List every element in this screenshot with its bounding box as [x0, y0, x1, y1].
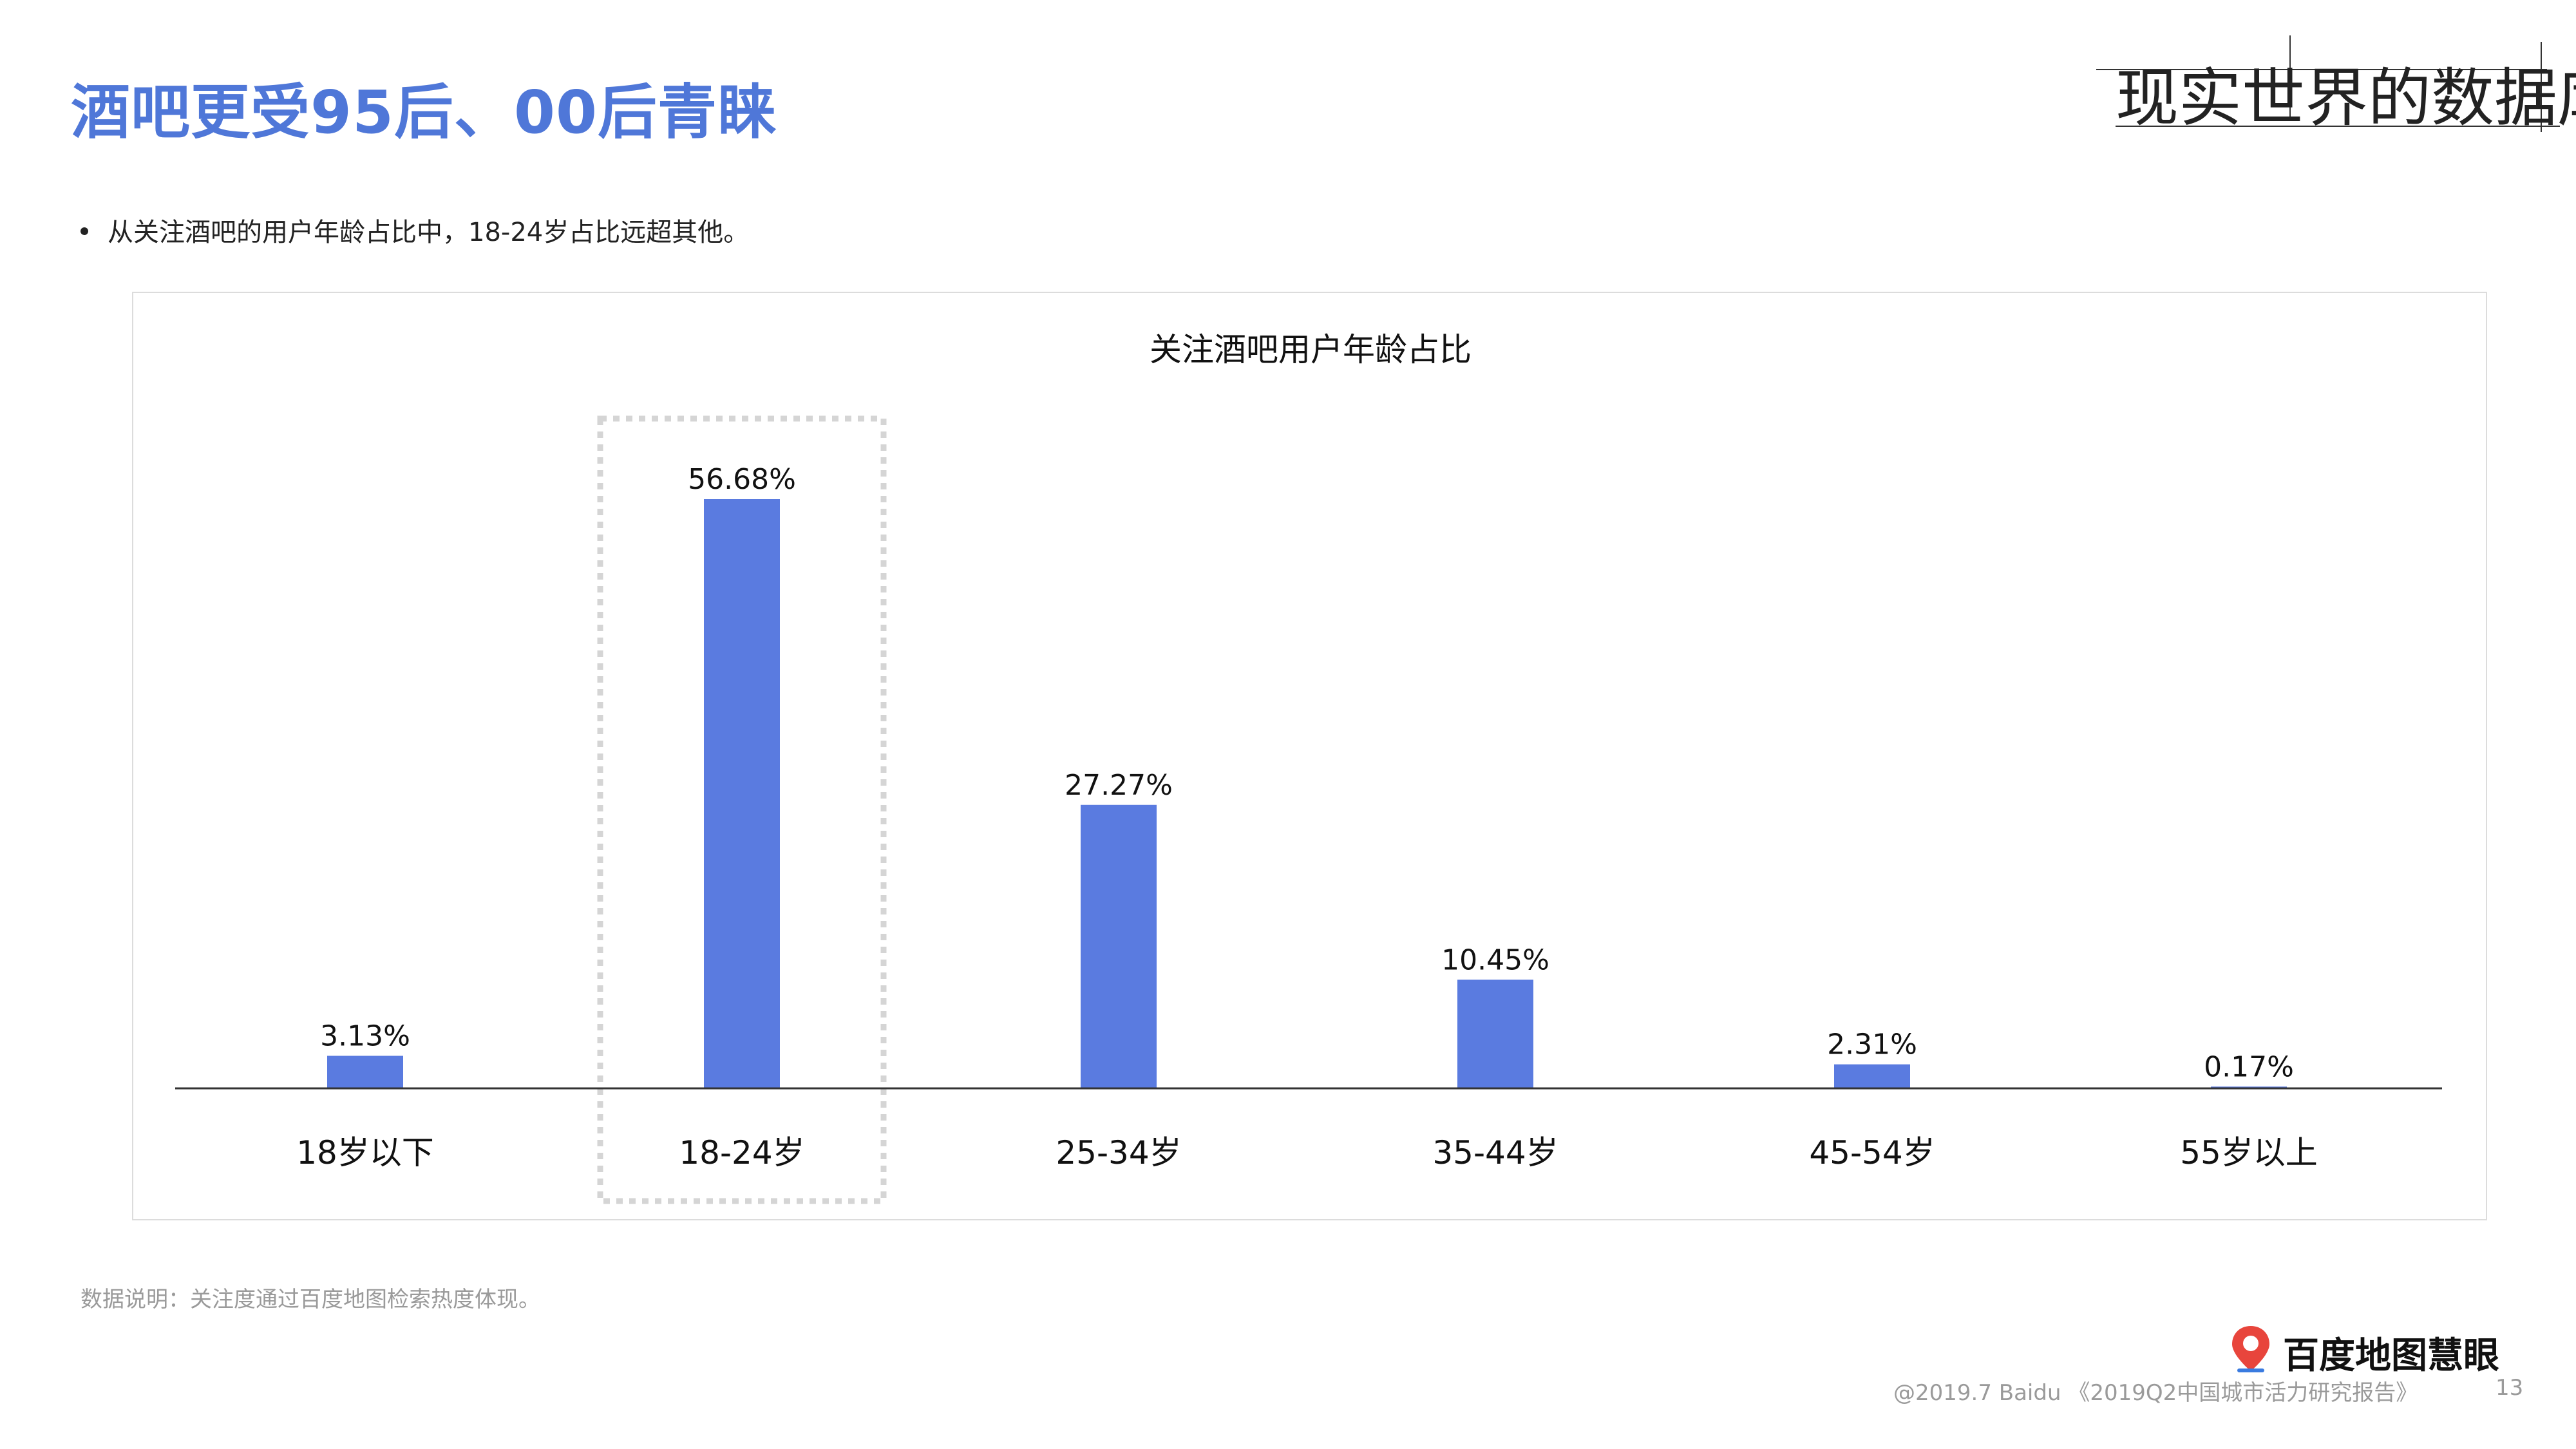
- page-number: 13: [2496, 1375, 2524, 1401]
- brand-text: 现实世界的数据库: [2116, 62, 2576, 135]
- data-note: 数据说明：关注度通过百度地图检索热度体现。: [80, 1287, 540, 1312]
- category-label: 18-24岁: [679, 1134, 804, 1171]
- brand-line-h: [2096, 69, 2547, 70]
- category-label: 45-54岁: [1809, 1134, 1935, 1171]
- brand-logo: 现实世界的数据库: [2096, 29, 2576, 135]
- data-label: 10.45%: [1441, 943, 1549, 976]
- baidu-map-pin-icon: [2232, 1326, 2269, 1372]
- bullet-dot: [80, 227, 88, 235]
- brand-line-h2: [2116, 126, 2560, 127]
- data-label: 27.27%: [1065, 769, 1173, 802]
- category-label: 55岁以上: [2180, 1134, 2318, 1171]
- data-label: 2.31%: [1827, 1028, 1917, 1061]
- bar-35-44岁: [1457, 980, 1533, 1088]
- bar-25-34岁: [1081, 804, 1157, 1088]
- chart-title: 关注酒吧用户年龄占比: [1150, 331, 1472, 368]
- bullet-text: 从关注酒吧的用户年龄占比中，18-24岁占比远超其他。: [108, 218, 750, 247]
- data-label: 3.13%: [320, 1019, 410, 1052]
- brand-line-v: [2289, 35, 2291, 119]
- bar-18-24岁: [704, 499, 780, 1088]
- category-label: 35-44岁: [1432, 1134, 1558, 1171]
- bullet-point: 从关注酒吧的用户年龄占比中，18-24岁占比远超其他。: [80, 211, 749, 249]
- category-label: 25-34岁: [1056, 1134, 1181, 1171]
- logo-text: 百度地图慧眼: [2283, 1335, 2499, 1377]
- bar-18岁以下: [327, 1056, 403, 1088]
- footer-text: @2019.7 Baidu 《2019Q2中国城市活力研究报告》: [1893, 1380, 2418, 1406]
- bar-chart: 关注酒吧用户年龄占比 3.13% 18岁以下 56.68% 18-24岁 27.27% 25…: [175, 331, 2442, 1204]
- data-label: 56.68%: [688, 463, 796, 496]
- chart-container: 关注酒吧用户年龄占比 3.13% 18岁以下 56.68% 18-24岁 27.27% 25…: [132, 292, 2487, 1220]
- category-label: 18岁以下: [296, 1134, 434, 1171]
- bar-45-54岁: [1834, 1064, 1910, 1088]
- brand-line-v2: [2541, 42, 2542, 132]
- highlight-box: [597, 415, 887, 1204]
- page-title: 酒吧更受95后、00后青睐: [71, 78, 778, 147]
- data-label: 0.17%: [2204, 1050, 2294, 1083]
